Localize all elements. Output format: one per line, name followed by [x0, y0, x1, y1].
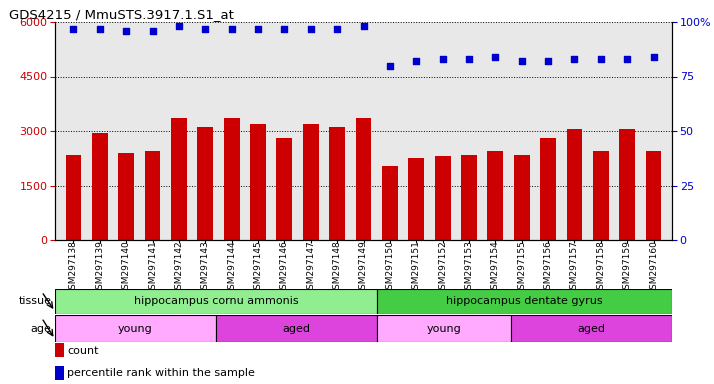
Bar: [145, 151, 161, 240]
Text: count: count: [67, 346, 99, 356]
Bar: [66, 155, 81, 240]
Bar: [55, 289, 377, 314]
Point: [595, 56, 606, 62]
Text: GSM297146: GSM297146: [280, 240, 289, 295]
Point: [384, 63, 396, 69]
Bar: [55, 366, 64, 380]
Bar: [435, 156, 451, 240]
Text: GSM297151: GSM297151: [412, 240, 421, 295]
Bar: [119, 153, 134, 240]
Bar: [540, 138, 556, 240]
Text: hippocampus dentate gyrus: hippocampus dentate gyrus: [446, 296, 603, 306]
Point: [490, 54, 501, 60]
Text: GSM297153: GSM297153: [465, 240, 473, 295]
Text: GSM297156: GSM297156: [543, 240, 553, 295]
Text: GDS4215 / MmuSTS.3917.1.S1_at: GDS4215 / MmuSTS.3917.1.S1_at: [9, 8, 233, 21]
Text: GSM297159: GSM297159: [623, 240, 632, 295]
Point: [331, 25, 343, 31]
Text: GSM297140: GSM297140: [121, 240, 131, 295]
Text: GSM297155: GSM297155: [517, 240, 526, 295]
Text: GSM297154: GSM297154: [491, 240, 500, 295]
Point: [226, 25, 237, 31]
Bar: [276, 138, 292, 240]
Bar: [514, 155, 530, 240]
Bar: [645, 151, 661, 240]
Bar: [55, 315, 216, 342]
Bar: [329, 127, 345, 240]
Text: GSM297160: GSM297160: [649, 240, 658, 295]
Bar: [408, 158, 424, 240]
Point: [200, 25, 211, 31]
Text: aged: aged: [578, 323, 605, 333]
Text: young: young: [426, 323, 461, 333]
Text: GSM297143: GSM297143: [201, 240, 210, 295]
Text: aged: aged: [283, 323, 311, 333]
Point: [174, 23, 185, 30]
Text: GSM297138: GSM297138: [69, 240, 78, 295]
Bar: [566, 129, 583, 240]
Point: [463, 56, 475, 62]
Point: [411, 58, 422, 64]
Bar: [303, 124, 318, 240]
Text: GSM297145: GSM297145: [253, 240, 263, 295]
Bar: [488, 151, 503, 240]
Point: [358, 23, 369, 30]
Bar: [223, 118, 240, 240]
Text: GSM297141: GSM297141: [148, 240, 157, 295]
Bar: [92, 133, 108, 240]
Point: [543, 58, 554, 64]
Text: GSM297147: GSM297147: [306, 240, 316, 295]
Bar: [382, 166, 398, 240]
Point: [621, 56, 633, 62]
Point: [437, 56, 448, 62]
Bar: [197, 127, 213, 240]
Point: [252, 25, 263, 31]
Text: GSM297150: GSM297150: [386, 240, 394, 295]
Point: [648, 54, 659, 60]
Text: age: age: [31, 323, 51, 333]
Point: [278, 25, 290, 31]
Point: [121, 28, 132, 34]
Bar: [461, 155, 477, 240]
Bar: [55, 343, 64, 358]
Text: GSM297148: GSM297148: [333, 240, 341, 295]
Text: percentile rank within the sample: percentile rank within the sample: [67, 368, 255, 378]
Text: GSM297139: GSM297139: [96, 240, 104, 295]
Point: [569, 56, 580, 62]
Bar: [619, 129, 635, 240]
Bar: [593, 151, 609, 240]
Bar: [511, 315, 672, 342]
Text: hippocampus cornu ammonis: hippocampus cornu ammonis: [134, 296, 298, 306]
Point: [147, 28, 159, 34]
Point: [305, 25, 316, 31]
Bar: [216, 315, 377, 342]
Text: tissue: tissue: [19, 296, 51, 306]
Bar: [250, 124, 266, 240]
Bar: [356, 118, 371, 240]
Bar: [377, 315, 511, 342]
Point: [94, 25, 106, 31]
Point: [516, 58, 528, 64]
Text: GSM297144: GSM297144: [227, 240, 236, 295]
Text: GSM297152: GSM297152: [438, 240, 447, 295]
Text: young: young: [118, 323, 153, 333]
Text: GSM297149: GSM297149: [359, 240, 368, 295]
Bar: [171, 118, 187, 240]
Text: GSM297158: GSM297158: [596, 240, 605, 295]
Text: GSM297157: GSM297157: [570, 240, 579, 295]
Bar: [377, 289, 672, 314]
Text: GSM297142: GSM297142: [174, 240, 183, 295]
Point: [68, 25, 79, 31]
